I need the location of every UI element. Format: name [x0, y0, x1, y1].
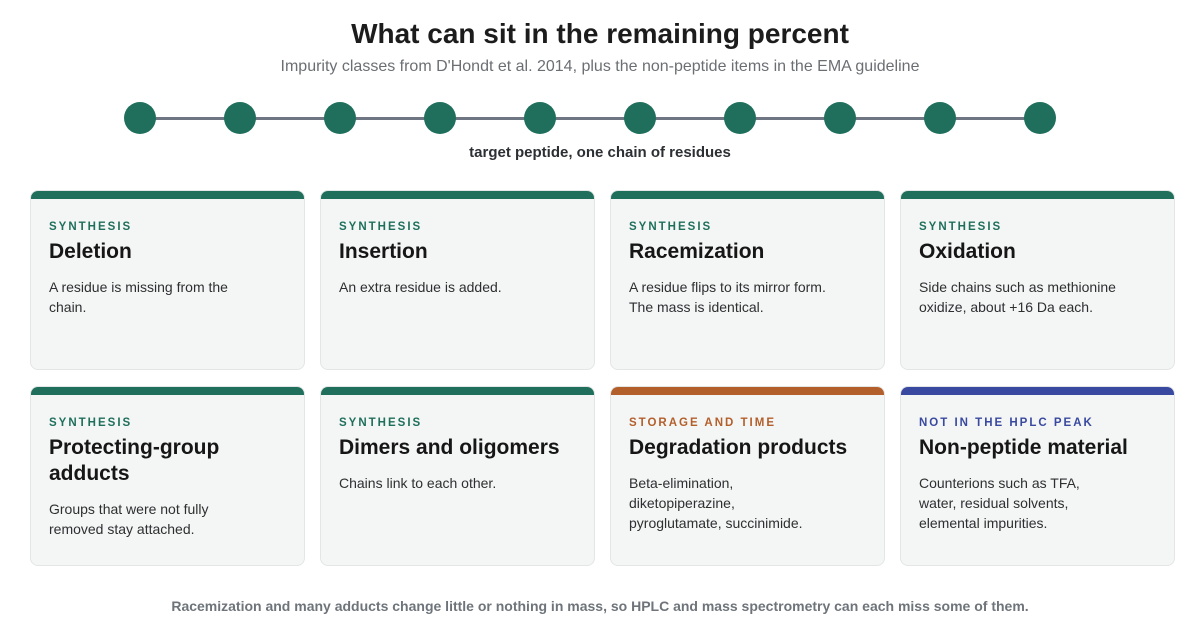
- residue-circle: [324, 102, 356, 134]
- card-title: Oxidation: [919, 240, 1016, 263]
- card-accent-bar: [31, 191, 304, 199]
- card-category: SYNTHESIS: [49, 417, 133, 429]
- diagram-subtitle: Impurity classes from D'Hondt et al. 201…: [280, 58, 920, 75]
- card-title: Insertion: [339, 240, 428, 263]
- card-category: SYNTHESIS: [629, 221, 713, 233]
- impurity-card-oxidation: SYNTHESIS Oxidation Side chains such as …: [900, 190, 1175, 370]
- residue-circle: [924, 102, 956, 134]
- card-description: Groups that were not fully removed stay …: [49, 501, 209, 537]
- card-title: Degradation products: [629, 436, 848, 459]
- residue-circle: [224, 102, 256, 134]
- residue-circle: [124, 102, 156, 134]
- impurity-card-protecting-group-adducts: SYNTHESIS Protecting-group adducts Group…: [30, 386, 305, 566]
- card-accent-bar: [611, 387, 884, 395]
- card-description: Side chains such as methionine oxidize, …: [919, 279, 1116, 315]
- impurity-card-insertion: SYNTHESIS Insertion An extra residue is …: [320, 190, 595, 370]
- card-accent-bar: [901, 191, 1174, 199]
- impurity-card-dimers-oligomers: SYNTHESIS Dimers and oligomers Chains li…: [320, 386, 595, 566]
- card-title: Racemization: [629, 240, 765, 263]
- impurity-card-racemization: SYNTHESIS Racemization A residue flips t…: [610, 190, 885, 370]
- residue-circle: [424, 102, 456, 134]
- card-description: An extra residue is added.: [339, 279, 502, 295]
- diagram-title: What can sit in the remaining percent: [351, 18, 849, 49]
- residue-circle: [524, 102, 556, 134]
- card-category: SYNTHESIS: [919, 221, 1003, 233]
- card-title: Dimers and oligomers: [339, 436, 560, 459]
- residue-circle: [824, 102, 856, 134]
- chain-backbone: [140, 117, 1040, 120]
- card-description: A residue flips to its mirror form. The …: [629, 279, 826, 315]
- card-accent-bar: [901, 387, 1174, 395]
- footer-note: Racemization and many adducts change lit…: [171, 598, 1029, 614]
- peptide-chain: [120, 100, 1060, 136]
- residue-circle: [1024, 102, 1056, 134]
- card-category: SYNTHESIS: [339, 417, 423, 429]
- card-description: A residue is missing from the chain.: [49, 279, 228, 315]
- chain-caption: target peptide, one chain of residues: [469, 144, 731, 161]
- card-accent-bar: [321, 191, 594, 199]
- card-accent-bar: [31, 387, 304, 395]
- card-category: NOT IN THE HPLC PEAK: [919, 417, 1094, 429]
- impurity-card-degradation-products: STORAGE AND TIME Degradation products Be…: [610, 386, 885, 566]
- card-accent-bar: [611, 191, 884, 199]
- card-title: Protecting-group adducts: [49, 436, 220, 485]
- card-title: Deletion: [49, 240, 132, 263]
- card-category: SYNTHESIS: [49, 221, 133, 233]
- residue-circle: [724, 102, 756, 134]
- card-title: Non-peptide material: [919, 436, 1128, 459]
- impurity-card-deletion: SYNTHESIS Deletion A residue is missing …: [30, 190, 305, 370]
- card-accent-bar: [321, 387, 594, 395]
- residue-circle: [624, 102, 656, 134]
- card-description: Counterions such as TFA, water, residual…: [919, 475, 1080, 531]
- card-category: STORAGE AND TIME: [629, 417, 777, 429]
- card-category: SYNTHESIS: [339, 221, 423, 233]
- card-description: Beta-elimination, diketopiperazine, pyro…: [629, 475, 803, 531]
- card-description: Chains link to each other.: [339, 475, 497, 491]
- impurity-card-non-peptide-material: NOT IN THE HPLC PEAK Non-peptide materia…: [900, 386, 1175, 566]
